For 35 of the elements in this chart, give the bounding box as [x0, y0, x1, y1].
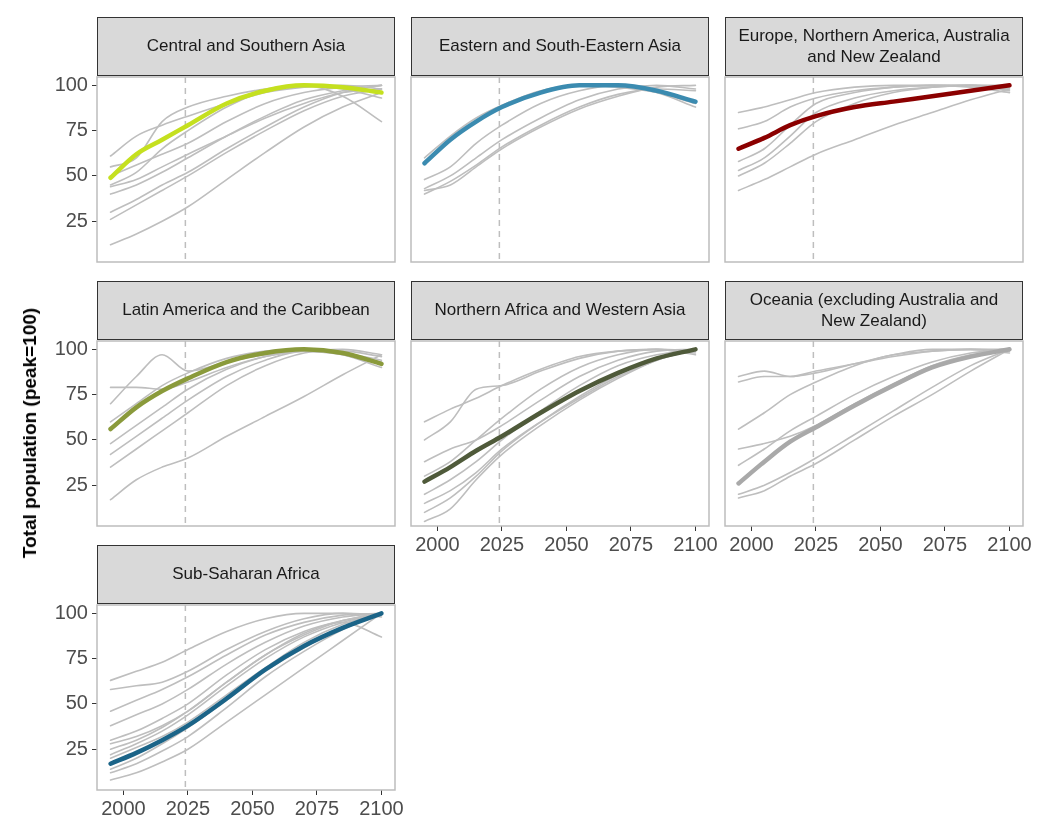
- x-tick-label: 2075: [608, 532, 654, 555]
- x-tick-label: 2050: [858, 532, 903, 555]
- x-tick-label: 2025: [479, 532, 525, 555]
- chart-title: Northern Africa and Western Asia: [411, 281, 709, 340]
- chart-title: Eastern and South-Eastern Asia: [411, 17, 709, 76]
- x-tick-label: 2000: [729, 532, 774, 555]
- y-tick-label: 25: [65, 208, 88, 231]
- x-tick-label: 2000: [415, 532, 460, 555]
- chart-title: Central and Southern Asia: [97, 17, 395, 76]
- x-tick-label: 2000: [101, 796, 146, 819]
- y-tick-label: 50: [65, 427, 88, 450]
- y-tick-label: 25: [65, 736, 88, 759]
- x-tick-label: 2100: [673, 532, 718, 555]
- y-tick-label: 75: [65, 118, 88, 141]
- x-tick-label: 2075: [294, 796, 340, 819]
- y-tick-label: 50: [65, 163, 88, 186]
- y-tick-label: 100: [54, 72, 88, 95]
- x-tick-label: 2100: [987, 532, 1032, 555]
- chart-title: Oceania (excluding Australia and New Zealand): [725, 281, 1023, 340]
- x-tick-label: 2100: [359, 796, 404, 819]
- x-tick-label: 2025: [165, 796, 211, 819]
- x-tick-label: 2050: [230, 796, 275, 819]
- y-tick-label: 25: [65, 472, 88, 495]
- chart-title: Europe, Northern America, Australia and New Zealand: [725, 17, 1023, 76]
- chart-title: Latin America and the Caribbean: [97, 281, 395, 340]
- x-tick-label: 2050: [544, 532, 589, 555]
- y-tick-label: 75: [65, 646, 88, 669]
- y-tick-label: 100: [54, 336, 88, 359]
- chart-title: Sub-Saharan Africa: [97, 545, 395, 604]
- x-tick-label: 2025: [793, 532, 839, 555]
- y-axis-title: Total population (peak=100): [19, 307, 41, 559]
- y-tick-label: 75: [65, 382, 88, 405]
- x-tick-label: 2075: [922, 532, 968, 555]
- y-tick-label: 100: [54, 600, 88, 623]
- y-tick-label: 50: [65, 691, 88, 714]
